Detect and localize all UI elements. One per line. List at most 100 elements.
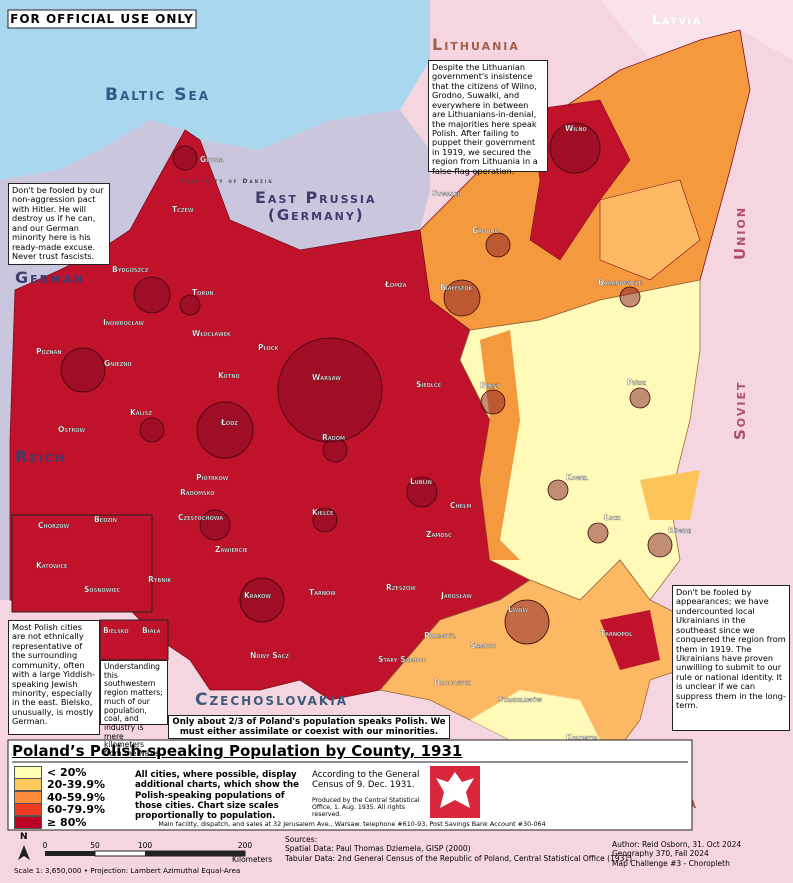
wilno-region: [529, 99, 631, 261]
city-label: Drohobycz: [434, 678, 471, 687]
city-chart: [629, 387, 651, 409]
region-label: Baltic Sea: [105, 85, 210, 105]
city-label: Gniezno: [104, 359, 132, 368]
city-chart: [547, 479, 569, 501]
inset-silesia: [11, 514, 153, 613]
legend-item: ≥ 80%: [14, 815, 105, 829]
header-label: FOR OFFICIAL USE ONLY: [10, 12, 194, 26]
city-label: Bielsko: [103, 626, 129, 635]
city-label: Tarnopol: [600, 629, 633, 638]
legend-item: 60-79.9%: [14, 803, 105, 816]
annotation: Despite the Lithuanian government's insi…: [428, 60, 548, 175]
annotation: Don't be fooled by appearances; we have …: [672, 585, 790, 731]
city-chart: [406, 476, 438, 508]
county: [480, 330, 520, 560]
city-label: Stanisławów: [498, 695, 543, 704]
scale-unit: Kilometers: [232, 855, 272, 864]
city-label: Suwałki: [432, 189, 460, 198]
city-label: Jarosław: [440, 591, 472, 600]
city-label: Katowice: [36, 561, 68, 570]
city-chart: [199, 509, 231, 541]
city-label: Łomża: [384, 280, 407, 289]
scale-bar: [145, 851, 245, 856]
city-chart: [277, 337, 383, 443]
inset-bielsko: [99, 619, 169, 661]
east-prussia: [200, 110, 430, 250]
north-arrow: [18, 845, 30, 860]
city-chart: [179, 294, 201, 316]
city-label: Zawiercie: [215, 545, 248, 554]
region-label: Union: [731, 206, 749, 260]
city-label: Łuck: [603, 513, 622, 522]
legend-label: 40-59.9%: [47, 790, 106, 804]
legend-label: < 20%: [47, 765, 87, 779]
city-label: Ostrów: [58, 425, 85, 434]
city-label: Radom: [322, 433, 345, 442]
city-label: Częstochowa: [178, 513, 223, 522]
city-chart: [133, 276, 171, 314]
city-chart: [549, 122, 601, 174]
city-label: Rzeszów: [386, 583, 416, 592]
city-label: Poznań: [36, 347, 62, 356]
credit-line: Geography 370, Fall 2024: [612, 849, 709, 859]
city-chart: [60, 347, 106, 393]
city-label: Chorzów: [38, 521, 70, 530]
city-label: Kielce: [312, 508, 334, 517]
legend-item: 20-39.9%: [14, 778, 105, 791]
scale-bar: [45, 851, 95, 856]
city-label: Sosnowiec: [84, 585, 120, 594]
legend-swatch: [14, 790, 42, 804]
legend-note: All cities, where possible, display addi…: [135, 770, 299, 822]
legend-swatch: [14, 803, 42, 816]
region-label: German: [15, 268, 85, 287]
scale-tick-label: 200: [238, 841, 253, 850]
latvia: [600, 0, 793, 60]
city-chart: [619, 286, 641, 308]
city-label: Białystok: [440, 283, 474, 292]
city-label: Tczew: [172, 205, 194, 214]
city-label: Sambor: [470, 641, 496, 650]
city-chart: [504, 599, 550, 645]
annotation: Don't be fooled by our non-aggression pa…: [8, 183, 110, 265]
city-label: Radomsko: [180, 488, 215, 497]
city-label: Włocławek: [192, 329, 232, 338]
eagle: [436, 772, 474, 808]
city-label: Siedlce: [416, 380, 442, 389]
annotation: Only about 2/3 of Poland's population sp…: [168, 715, 450, 739]
city-label: Baranowicze: [598, 278, 642, 287]
census-note: According to the General Census of 9. De…: [312, 770, 420, 791]
city-chart: [485, 232, 511, 258]
city-label: Bydgoszcz: [112, 265, 149, 274]
city-label: Kalisz: [130, 408, 152, 417]
sources: Sources: Spatial Data: Paul Thomas Dziem…: [285, 835, 632, 863]
city-label: Zamość: [426, 530, 452, 539]
credit-line: Author: Reid Osborn, 31. Oct 2024: [612, 840, 742, 849]
city-label: Gdynia: [200, 155, 224, 164]
city-chart: [443, 279, 481, 317]
city-label: Piotrków: [196, 473, 229, 482]
city-label: Równe: [668, 526, 692, 535]
city-label: Lublin: [410, 477, 432, 486]
city-label: Rybnik: [148, 575, 172, 584]
city-chart: [196, 401, 254, 459]
sources-heading: Sources:: [285, 835, 318, 844]
header-box: [7, 9, 197, 29]
scale-tick-label: 50: [90, 841, 100, 850]
region-label: Free City of Danzig: [180, 178, 274, 185]
region-label: Latvia: [652, 13, 702, 28]
city-label: Inowrocław: [103, 318, 144, 327]
county: [599, 179, 701, 281]
credits: Author: Reid Osborn, 31. Oct 2024 Geogra…: [612, 840, 741, 868]
annotation: Understanding this southwestern region m…: [100, 660, 168, 758]
region-label: Reich: [15, 447, 66, 466]
city-label: Łódź: [220, 418, 238, 427]
source-line: Tabular Data: 2nd General Census of the …: [285, 853, 633, 863]
county: [640, 470, 700, 520]
region-label: Lithuania: [432, 35, 520, 54]
city-label: Kraków: [244, 591, 271, 600]
city-label: Nowy Sącz: [250, 651, 289, 660]
city-label: Płock: [258, 343, 279, 352]
scale-text: Scale 1: 3,650,000 • Projection: Lambert…: [14, 866, 241, 875]
city-chart: [239, 577, 285, 623]
city-label: Warsaw: [312, 373, 341, 382]
